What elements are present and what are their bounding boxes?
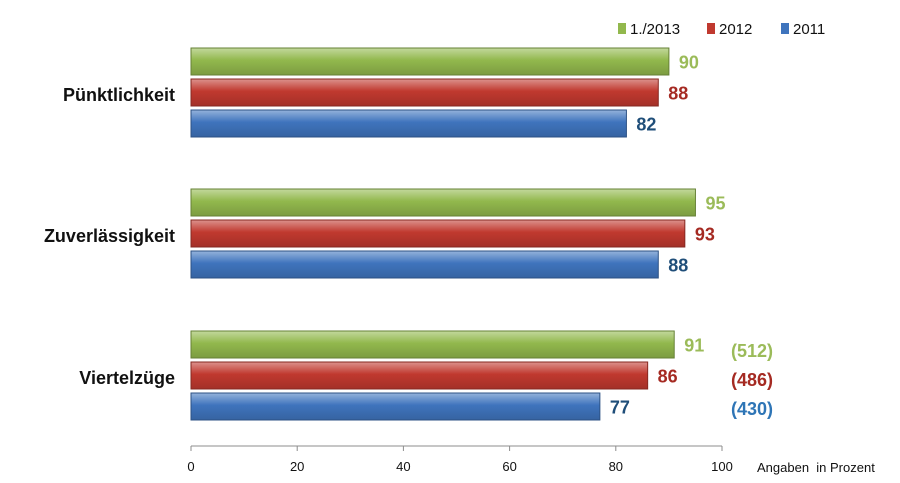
category-label-zuverlaessigkeit: Zuverlässigkeit — [44, 226, 175, 246]
sample-size-labels: (512) (486) (430) — [731, 341, 773, 419]
category-label-puenktlichkeit: Pünktlichkeit — [63, 85, 175, 105]
value-label-1-series-2: 88 — [668, 84, 688, 104]
sample-size-label-series-3: (430) — [731, 399, 773, 419]
legend-label-series-2: 2012 — [719, 21, 752, 38]
value-label-2-series-2: 93 — [695, 225, 715, 245]
value-label-2-series-1: 95 — [705, 194, 725, 214]
x-tick-label-100: 100 — [711, 459, 733, 474]
bars — [190, 47, 696, 421]
legend-swatch-series-3 — [781, 23, 789, 34]
bar-1-series-3 — [190, 109, 627, 138]
bar-2-series-2 — [190, 219, 686, 248]
x-tick-label-60: 60 — [502, 459, 516, 474]
legend-label-series-1: 1./2013 — [630, 21, 680, 38]
bar-1-series-1 — [190, 47, 670, 76]
bar-3-series-1 — [190, 330, 675, 359]
x-tick-label-0: 0 — [187, 459, 194, 474]
x-tick-label-40: 40 — [396, 459, 410, 474]
bar-3-series-3 — [190, 392, 601, 421]
value-label-2-series-3: 88 — [668, 256, 688, 276]
bar-2-series-3 — [190, 250, 659, 279]
x-axis-label: Angaben in Prozent — [757, 460, 875, 475]
bar-2-series-1 — [190, 188, 696, 217]
bar-1-series-2 — [190, 78, 659, 107]
bar-3-series-2 — [190, 361, 649, 390]
x-tick-label-20: 20 — [290, 459, 304, 474]
x-tick-label-80: 80 — [609, 459, 623, 474]
legend: 1./2013 2012 2011 — [618, 21, 825, 38]
category-labels: Pünktlichkeit Zuverlässigkeit Viertelzüg… — [44, 85, 175, 388]
legend-swatch-series-2 — [707, 23, 715, 34]
value-label-3-series-1: 91 — [684, 336, 704, 356]
value-label-1-series-1: 90 — [679, 53, 699, 73]
sample-size-label-series-1: (512) — [731, 341, 773, 361]
legend-label-series-3: 2011 — [793, 21, 825, 38]
legend-swatch-series-1 — [618, 23, 626, 34]
value-label-3-series-3: 77 — [610, 398, 630, 418]
x-axis-ticks: 0 20 40 60 80 100 — [187, 446, 733, 474]
value-labels: 90 88 82 95 93 88 91 86 77 — [610, 53, 726, 418]
sample-size-label-series-2: (486) — [731, 370, 773, 390]
x-axis: 0 20 40 60 80 100 Angaben in Prozent — [187, 445, 875, 475]
value-label-1-series-3: 82 — [636, 115, 656, 135]
category-label-viertelzuege: Viertelzüge — [79, 368, 175, 388]
value-label-3-series-2: 86 — [658, 367, 678, 387]
